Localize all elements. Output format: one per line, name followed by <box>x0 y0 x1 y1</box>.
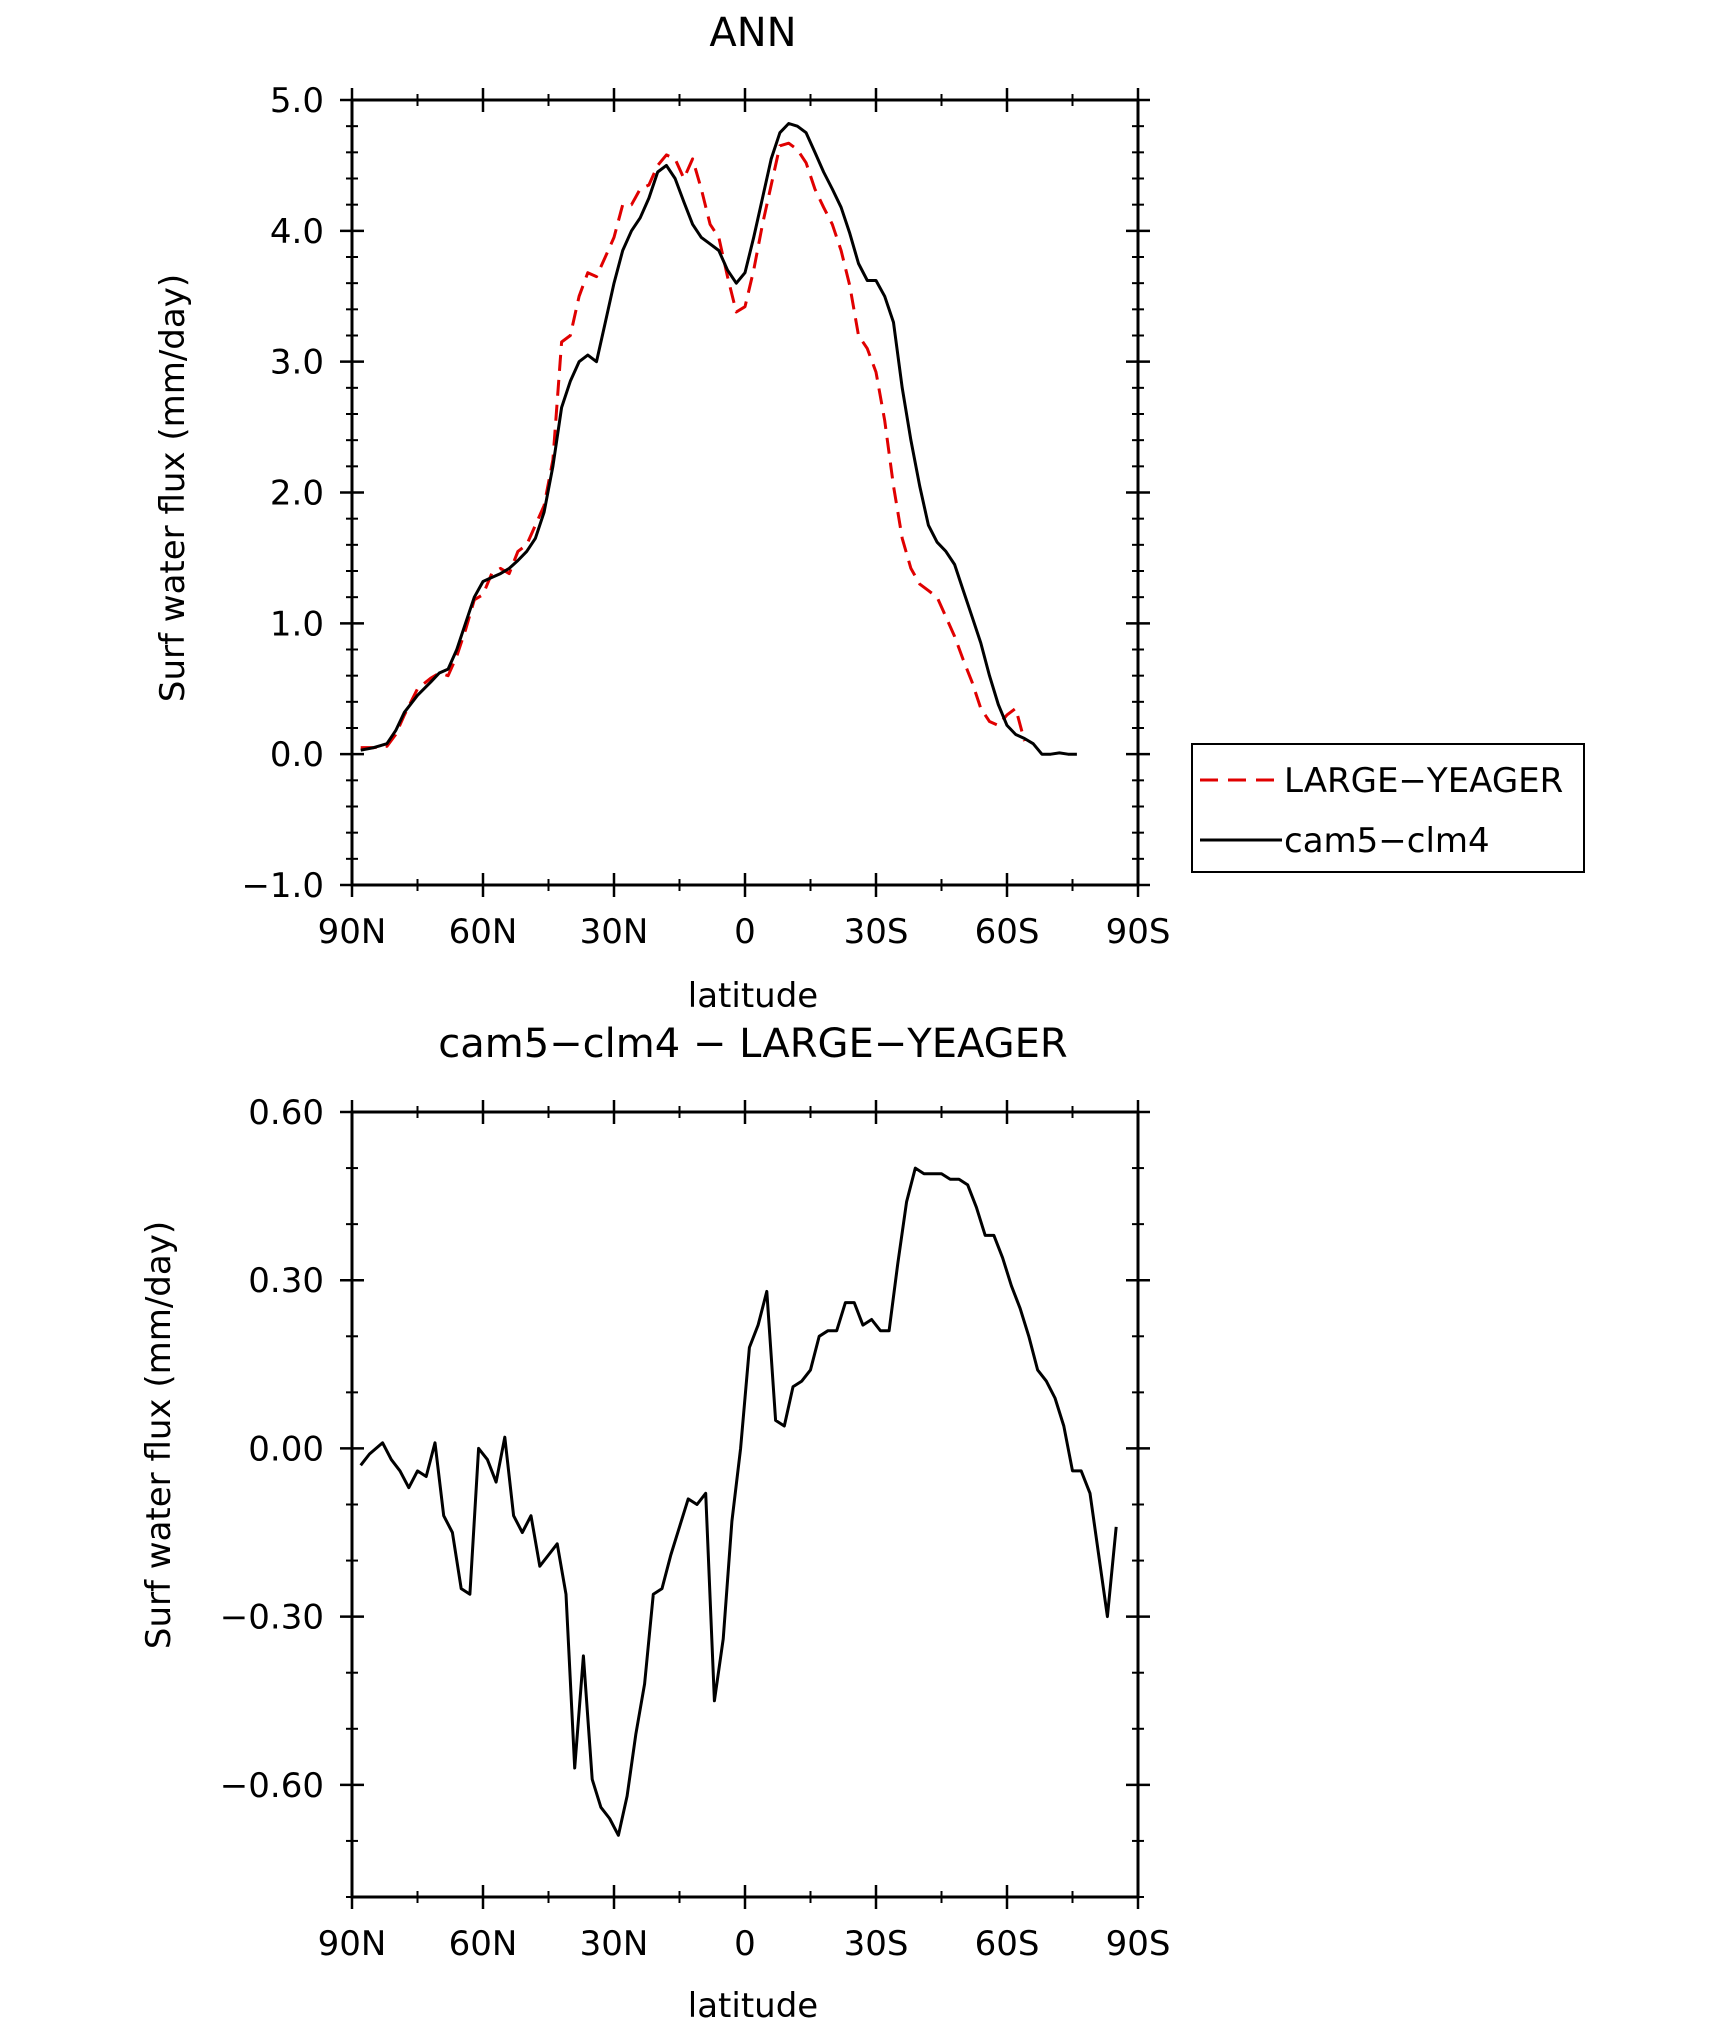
y-tick-label: −1.0 <box>241 866 324 906</box>
plot-frame <box>350 1110 1140 1899</box>
y-tick-label: 1.0 <box>270 604 324 644</box>
legend: LARGE−YEAGER cam5−clm4 <box>1191 743 1585 873</box>
y-tick-label: 3.0 <box>270 343 324 383</box>
x-tick-label: 30S <box>844 912 909 952</box>
x-tick-label: 0 <box>734 1924 756 1964</box>
y-tick-label: 4.0 <box>270 212 324 252</box>
x-tick-label: 30S <box>844 1924 909 1964</box>
panel-ann-title: ANN <box>709 10 796 56</box>
panel-ann-xlabel: latitude <box>688 976 818 1016</box>
series-line-large-yeager <box>360 141 1026 750</box>
x-tick-label: 60S <box>975 1924 1040 1964</box>
x-tick-label: 0 <box>734 912 756 952</box>
panel-difference-ylabel: Surf water flux (mm/day) <box>139 1221 179 1649</box>
legend-label-cam5-clm4: cam5−clm4 <box>1284 821 1490 861</box>
y-tick-label: −0.60 <box>220 1766 324 1806</box>
y-tick-label: 2.0 <box>270 474 324 514</box>
series-line-cam5-clm4 <box>360 122 1077 756</box>
x-tick-label: 90S <box>1106 1924 1171 1964</box>
legend-box <box>1191 743 1585 873</box>
x-tick-label: 60S <box>975 912 1040 952</box>
x-tick-label: 90S <box>1106 912 1171 952</box>
y-tick-label: 0.0 <box>270 735 324 775</box>
x-tick-label: 30N <box>580 912 649 952</box>
x-tick-label: 60N <box>449 1924 518 1964</box>
panel-ann-ylabel: Surf water flux (mm/day) <box>153 274 193 702</box>
panel-difference-title: cam5−clm4 − LARGE−YEAGER <box>438 1021 1067 1067</box>
panel-difference: cam5−clm4 − LARGE−YEAGER Surf water flux… <box>139 1021 1170 2021</box>
y-tick-label: 5.0 <box>270 81 324 121</box>
x-tick-label: 60N <box>449 912 518 952</box>
legend-label-large-yeager: LARGE−YEAGER <box>1284 761 1563 801</box>
series-line-difference <box>359 1166 1118 1837</box>
y-tick-label: −0.30 <box>220 1598 324 1638</box>
x-tick-label: 30N <box>580 1924 649 1964</box>
plot-frame <box>350 98 1140 887</box>
panel-difference-xlabel: latitude <box>688 1986 818 2021</box>
x-tick-label: 90N <box>318 912 387 952</box>
y-tick-label: 0.30 <box>248 1261 324 1301</box>
y-tick-label: 0.60 <box>248 1093 324 1133</box>
x-tick-label: 90N <box>318 1924 387 1964</box>
y-tick-label: 0.00 <box>248 1429 324 1469</box>
panel-ann: ANN Surf water flux (mm/day) latitude 90… <box>153 10 1170 1016</box>
